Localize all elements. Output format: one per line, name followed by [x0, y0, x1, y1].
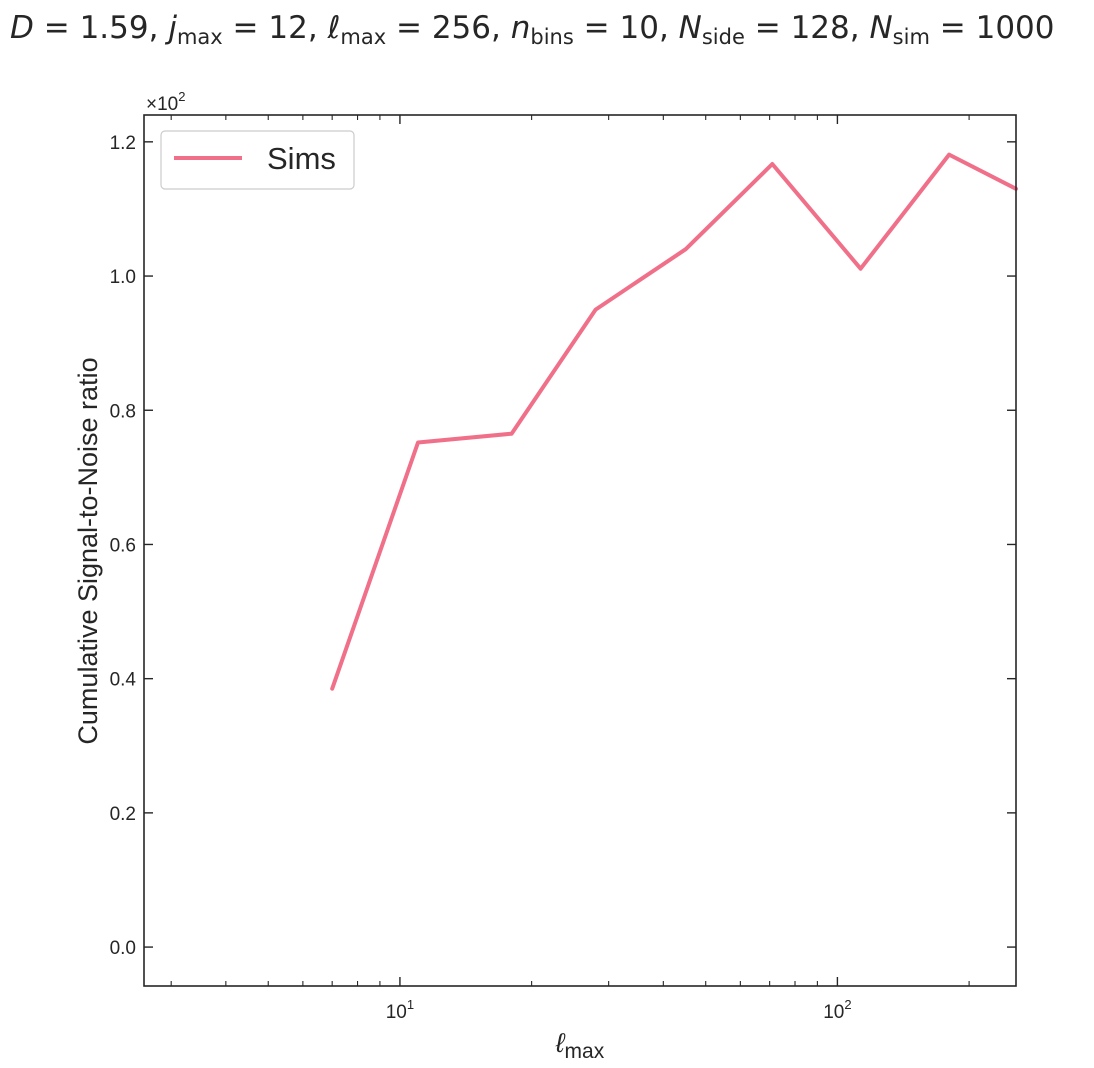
y-tick-label: 0.0: [110, 938, 136, 959]
x-axis-label: ℓmax: [555, 1028, 605, 1063]
y-offset-label: ×102: [146, 89, 185, 115]
y-axis-label: Cumulative Signal-to-Noise ratio: [73, 357, 103, 744]
axis-ticks: 0.0 0.2 0.4 0.6 0.8 1.0 1.2 101 102: [110, 115, 1016, 1023]
plot-frame: [143, 114, 1017, 987]
y-tick-label: 0.4: [110, 670, 137, 691]
series-line-sims: [330, 152, 1018, 691]
y-tick-label: 0.6: [110, 535, 136, 556]
y-tick-label: 1.0: [110, 267, 136, 288]
legend: Sims: [160, 130, 355, 190]
series-layer: [330, 152, 1018, 691]
x-tick-label: 101: [386, 997, 414, 1023]
y-tick-label: 1.2: [110, 133, 136, 154]
y-tick-label: 0.8: [110, 401, 136, 422]
legend-box: [160, 130, 355, 190]
x-tick-label: 102: [823, 997, 851, 1023]
legend-label-sims: Sims: [267, 141, 336, 176]
y-tick-label: 0.2: [110, 804, 136, 825]
chart-title: D = 1.59, jmax = 12, ℓmax = 256, nbins =…: [10, 10, 1055, 49]
